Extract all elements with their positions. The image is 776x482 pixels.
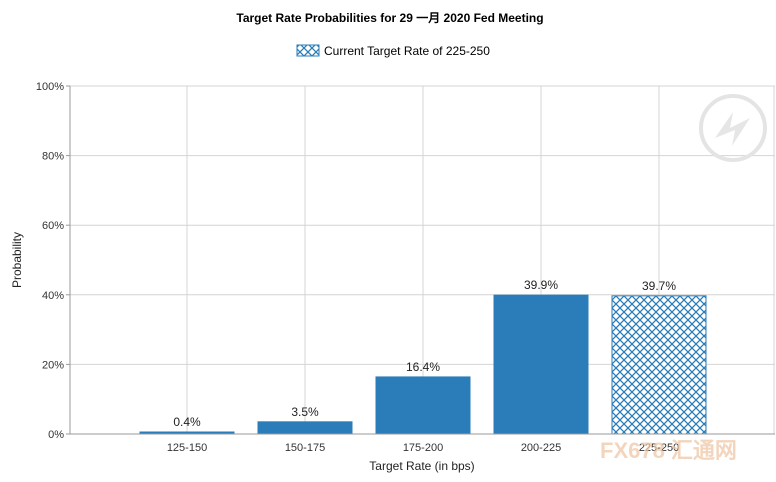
x-tick-label: 150-175 (285, 442, 325, 454)
legend-label: Current Target Rate of 225-250 (324, 44, 490, 58)
y-tick-label: 40% (42, 290, 64, 302)
data-label-200-225: 39.9% (524, 278, 558, 292)
data-label-150-175: 3.5% (291, 405, 319, 419)
data-label-175-200: 16.4% (406, 360, 440, 374)
bar-175-200 (375, 376, 471, 435)
bar-200-225 (493, 294, 589, 435)
y-tick-label: 60% (42, 220, 64, 232)
x-axis-label: Target Rate (in bps) (369, 459, 474, 473)
y-tick-label: 20% (42, 359, 64, 371)
data-label-225-250: 39.7% (642, 279, 676, 293)
bars: 0.4% 3.5% 16.4% 39.9% 39.7% (139, 278, 707, 435)
x-tick-label: 225-250 (639, 442, 679, 454)
y-tick-label: 0% (48, 429, 64, 441)
y-tick-label: 100% (36, 81, 64, 93)
legend-swatch (296, 44, 320, 57)
x-tick-label: 175-200 (403, 442, 443, 454)
bar-225-250 (611, 295, 707, 435)
watermark-text: FX678 汇通网 (600, 438, 737, 463)
x-ticks: 125-150 150-175 175-200 200-225 225-250 (167, 442, 679, 454)
y-tick-label: 80% (42, 151, 64, 163)
y-ticks: 0% 20% 40% 60% 80% 100% (36, 81, 70, 441)
y-axis-label: Probability (10, 232, 24, 288)
watermark-logo (699, 94, 767, 162)
x-tick-label: 125-150 (167, 442, 207, 454)
chart-title: Target Rate Probabilities for 29 一月 2020… (236, 11, 543, 25)
x-tick-label: 200-225 (521, 442, 561, 454)
bar-150-175 (257, 421, 353, 435)
data-label-125-150: 0.4% (173, 415, 201, 429)
legend: Current Target Rate of 225-250 (296, 44, 490, 58)
